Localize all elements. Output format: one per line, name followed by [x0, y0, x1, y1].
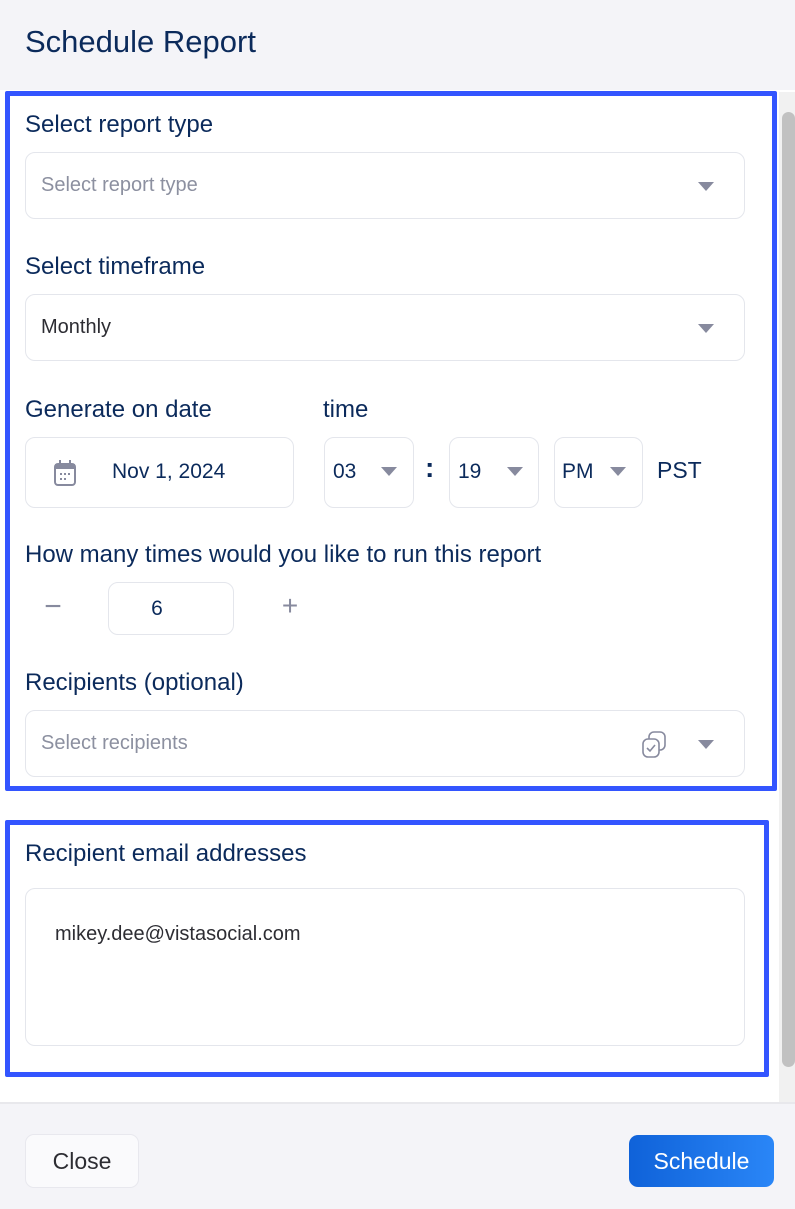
date-picker[interactable]: Nov 1, 2024 [25, 437, 294, 508]
schedule-button[interactable]: Schedule [629, 1135, 774, 1187]
timeframe-select[interactable]: Monthly [25, 294, 745, 361]
time-separator: : [425, 452, 435, 483]
increment-button[interactable]: + [281, 590, 299, 621]
dialog-header [0, 0, 795, 90]
emails-label: Recipient email addresses [25, 840, 307, 867]
recipients-placeholder: Select recipients [41, 732, 188, 754]
email-entry: mikey.dee@vistasocial.com [55, 923, 301, 945]
minute-select[interactable]: 19 [449, 437, 539, 508]
dialog-title: Schedule Report [25, 24, 256, 59]
time-label: time [323, 396, 369, 423]
timeframe-label: Select timeframe [25, 253, 206, 280]
report-type-label: Select report type [25, 111, 214, 138]
ampm-select[interactable]: PM [554, 437, 643, 508]
emails-textarea[interactable]: mikey.dee@vistasocial.com [25, 888, 745, 1046]
chevron-down-icon [698, 324, 714, 333]
close-button[interactable]: Close [25, 1134, 139, 1188]
decrement-button[interactable]: − [44, 590, 62, 623]
report-type-select[interactable]: Select report type [25, 152, 745, 219]
chevron-down-icon [507, 467, 523, 476]
runs-label: How many times would you like to run thi… [25, 541, 542, 568]
date-value: Nov 1, 2024 [112, 460, 226, 483]
chevron-down-icon [610, 467, 626, 476]
highlight-box-form [5, 91, 777, 791]
recipients-label: Recipients (optional) [25, 669, 244, 696]
recipients-select[interactable]: Select recipients [25, 710, 745, 777]
hour-select[interactable]: 03 [324, 437, 414, 508]
calendar-icon [54, 460, 76, 486]
chevron-down-icon [698, 182, 714, 191]
ampm-value: PM [562, 460, 594, 483]
chevron-down-icon [381, 467, 397, 476]
highlight-box-emails [5, 820, 769, 1077]
timezone-label: PST [657, 457, 702, 483]
scrollbar-thumb[interactable] [782, 112, 795, 1067]
runs-input[interactable]: 6 [108, 582, 234, 635]
minute-value: 19 [458, 460, 482, 483]
select-all-icon[interactable] [641, 731, 667, 759]
timeframe-value: Monthly [41, 316, 112, 338]
hour-value: 03 [333, 460, 357, 483]
date-label: Generate on date [25, 396, 212, 423]
chevron-down-icon [698, 740, 714, 749]
report-type-placeholder: Select report type [41, 174, 198, 196]
